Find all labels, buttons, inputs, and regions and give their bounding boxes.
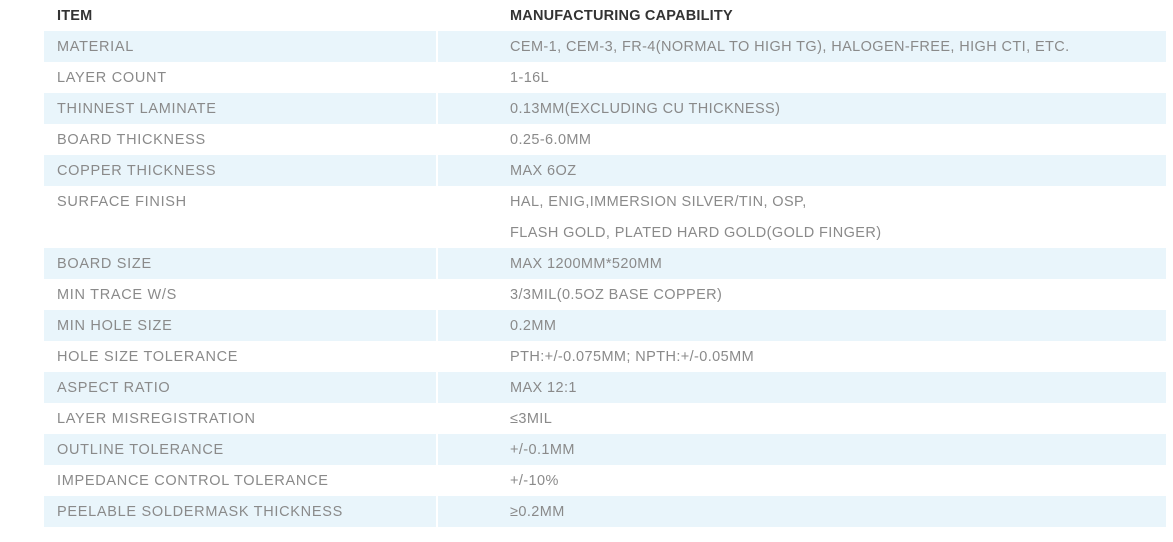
row-capability: ≤3MIL	[510, 410, 553, 427]
table-row: OUTLINE TOLERANCE +/-0.1MM	[44, 434, 1166, 465]
row-item-empty	[44, 217, 438, 248]
table-row: MATERIAL CEM-1, CEM-3, FR-4(NORMAL TO HI…	[44, 31, 1166, 62]
table-row: THINNEST LAMINATE 0.13MM(EXCLUDING CU TH…	[44, 93, 1166, 124]
row-capability: MAX 6OZ	[510, 162, 577, 179]
row-capability: ≥0.2MM	[510, 503, 565, 520]
table-row: COPPER THICKNESS MAX 6OZ	[44, 155, 1166, 186]
table-row-continuation: FLASH GOLD, PLATED HARD GOLD(GOLD FINGER…	[44, 217, 1166, 248]
row-capability: 0.13MM(EXCLUDING CU THICKNESS)	[510, 100, 781, 117]
table-row: LAYER COUNT 1-16L	[44, 62, 1166, 93]
row-capability: 0.25-6.0MM	[510, 131, 592, 148]
row-item: OUTLINE TOLERANCE	[44, 434, 438, 465]
row-item: BOARD THICKNESS	[44, 124, 438, 155]
row-item: HOLE SIZE TOLERANCE	[44, 341, 438, 372]
row-capability: CEM-1, CEM-3, FR-4(NORMAL TO HIGH TG), H…	[510, 38, 1070, 55]
row-item: MIN TRACE W/S	[44, 279, 438, 310]
row-item: ASPECT RATIO	[44, 372, 438, 403]
row-capability: MAX 1200MM*520MM	[510, 255, 663, 272]
table-row: BOARD THICKNESS 0.25-6.0MM	[44, 124, 1166, 155]
row-item: MATERIAL	[44, 31, 438, 62]
row-capability: HAL, ENIG,IMMERSION SILVER/TIN, OSP,	[510, 193, 807, 210]
row-item: LAYER MISREGISTRATION	[44, 403, 438, 434]
row-item: COPPER THICKNESS	[44, 155, 438, 186]
row-capability: 3/3MIL(0.5OZ BASE COPPER)	[510, 286, 723, 303]
table-row: LAYER MISREGISTRATION ≤3MIL	[44, 403, 1166, 434]
table-row: PEELABLE SOLDERMASK THICKNESS ≥0.2MM	[44, 496, 1166, 527]
row-capability: FLASH GOLD, PLATED HARD GOLD(GOLD FINGER…	[510, 224, 882, 241]
row-capability: +/-10%	[510, 472, 559, 489]
row-item: THINNEST LAMINATE	[44, 93, 438, 124]
table-row: HOLE SIZE TOLERANCE PTH:+/-0.075MM; NPTH…	[44, 341, 1166, 372]
header-capability: MANUFACTURING CAPABILITY	[510, 7, 733, 24]
row-capability: 1-16L	[510, 69, 550, 86]
row-capability: 0.2MM	[510, 317, 557, 334]
table-row: ASPECT RATIO MAX 12:1	[44, 372, 1166, 403]
table-row: MIN TRACE W/S 3/3MIL(0.5OZ BASE COPPER)	[44, 279, 1166, 310]
table-header-row: ITEM MANUFACTURING CAPABILITY	[44, 0, 1166, 31]
row-capability: PTH:+/-0.075MM; NPTH:+/-0.05MM	[510, 348, 755, 365]
header-item: ITEM	[44, 0, 438, 31]
row-capability: +/-0.1MM	[510, 441, 575, 458]
table-row: MIN HOLE SIZE 0.2MM	[44, 310, 1166, 341]
table-row: BOARD SIZE MAX 1200MM*520MM	[44, 248, 1166, 279]
row-item: MIN HOLE SIZE	[44, 310, 438, 341]
capability-table: ITEM MANUFACTURING CAPABILITY MATERIAL C…	[44, 0, 1166, 527]
row-capability: MAX 12:1	[510, 379, 577, 396]
table-row: IMPEDANCE CONTROL TOLERANCE +/-10%	[44, 465, 1166, 496]
row-item: PEELABLE SOLDERMASK THICKNESS	[44, 496, 438, 527]
row-item: SURFACE FINISH	[44, 186, 438, 217]
row-item: BOARD SIZE	[44, 248, 438, 279]
row-item: LAYER COUNT	[44, 62, 438, 93]
table-row: SURFACE FINISH HAL, ENIG,IMMERSION SILVE…	[44, 186, 1166, 217]
row-item: IMPEDANCE CONTROL TOLERANCE	[44, 465, 438, 496]
